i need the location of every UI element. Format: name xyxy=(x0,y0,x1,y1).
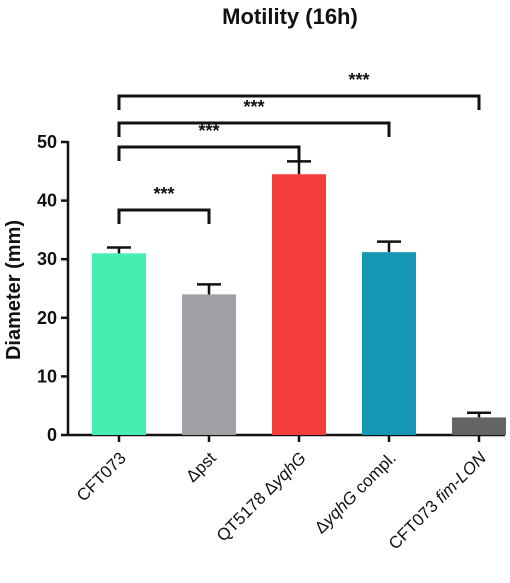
y-axis-label: Diameter (mm) xyxy=(3,220,25,360)
y-tick-label: 20 xyxy=(37,308,57,328)
significance-label: *** xyxy=(198,121,219,141)
x-tick-label-part: Δpst xyxy=(182,448,220,486)
y-tick-label: 50 xyxy=(37,132,57,152)
y-tick-label: 30 xyxy=(37,249,57,269)
bars xyxy=(92,174,506,436)
bar xyxy=(92,253,146,435)
significance-brackets: *** *** *** *** xyxy=(117,70,481,224)
significance-label: *** xyxy=(348,70,369,90)
significance-label: *** xyxy=(153,184,174,204)
error-bar xyxy=(467,411,491,418)
significance-bracket xyxy=(117,94,481,110)
y-tick-label: 10 xyxy=(37,366,57,386)
error-bars xyxy=(107,160,491,418)
bar xyxy=(362,252,416,435)
bar xyxy=(452,417,506,435)
bar xyxy=(182,294,236,435)
x-tick-label-part: QT5178 Δ xyxy=(213,477,281,545)
x-tick-label: CFT073 fim-LON xyxy=(385,448,490,553)
significance-label: *** xyxy=(243,97,264,117)
error-bar xyxy=(287,160,311,175)
significance-bracket xyxy=(117,145,301,161)
bar xyxy=(272,174,326,436)
x-tick-label: CFT073 xyxy=(73,448,130,505)
y-tick-label: 40 xyxy=(37,191,57,211)
x-tick-label: ΔyqhG compl. xyxy=(311,448,400,537)
x-tick-label-part: CFT073 xyxy=(385,493,445,553)
error-bar xyxy=(107,246,131,254)
significance-bracket xyxy=(117,208,211,224)
significance-bracket xyxy=(117,121,391,137)
x-tick-label-part: fim-LON xyxy=(432,448,491,507)
error-bar xyxy=(197,283,221,295)
x-tick-label-part: compl. xyxy=(348,448,400,500)
chart-title: Motility (16h) xyxy=(222,4,358,29)
x-tick-label: Δpst xyxy=(182,448,220,486)
x-tick-label-part: CFT073 xyxy=(73,448,130,505)
error-bar xyxy=(377,240,401,253)
x-tick-label: QT5178 ΔyqhG xyxy=(213,448,310,545)
y-tick-label: 0 xyxy=(47,425,57,445)
